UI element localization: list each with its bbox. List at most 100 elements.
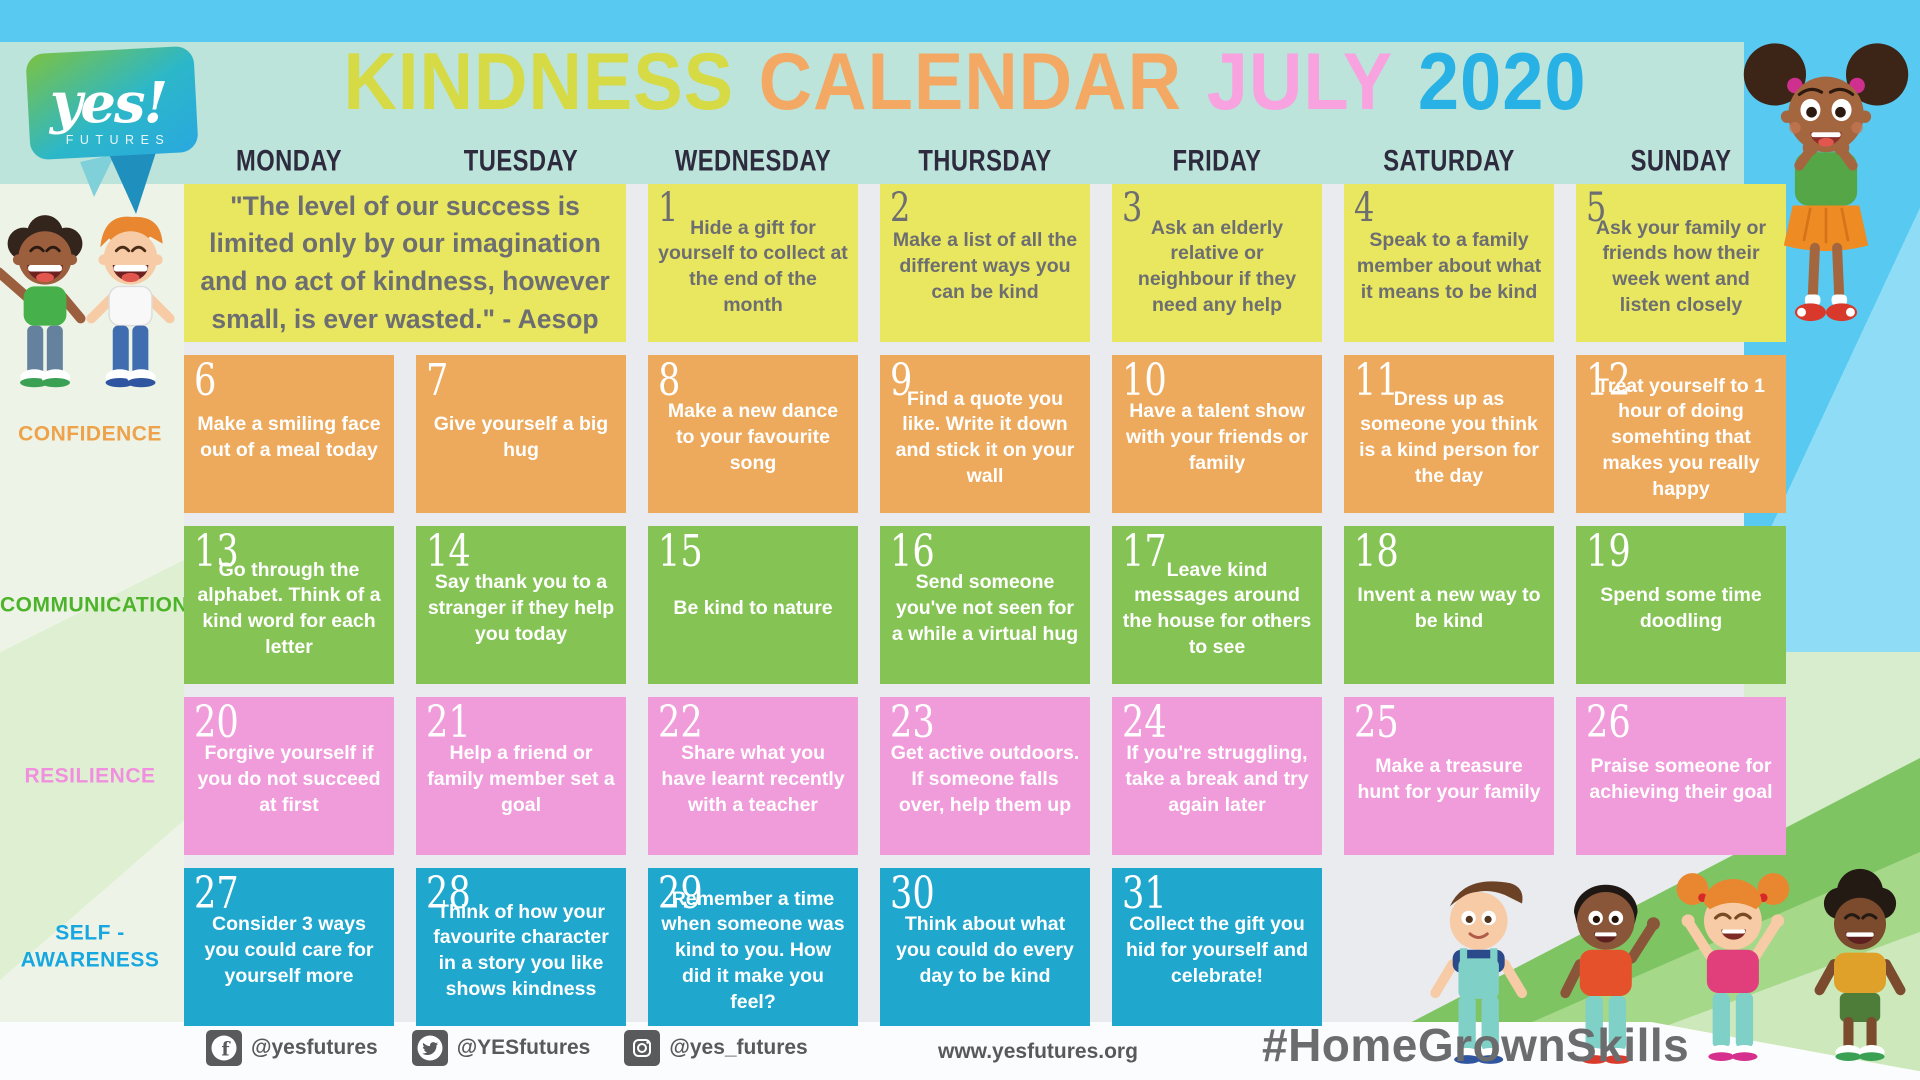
- day-cell-12: 12 Treat yourself to 1 hour of doing some…: [1576, 355, 1786, 513]
- hashtag: #HomeGrownSkills: [1262, 1019, 1690, 1071]
- day-number: 15: [658, 526, 703, 577]
- day-number: 28: [426, 868, 471, 919]
- day-text: Leave kind messages around the house for…: [1122, 558, 1312, 658]
- title-calendar: CALENDAR: [758, 35, 1183, 127]
- day-cell-14: 14 Say thank you to a stranger if they he…: [416, 526, 626, 684]
- day-number: 29: [658, 868, 703, 919]
- weekday-header-row: MONDAY TUESDAY WEDNESDAY THURSDAY FRIDAY SATU…: [184, 144, 1786, 178]
- day-cell-20: 20 Forgive yourself if you do not succeed…: [184, 697, 394, 855]
- day-cell-19: 19 Spend some time doodling: [1576, 526, 1786, 684]
- mint-band: [0, 42, 1920, 184]
- day-text: Give yourself a big hug: [433, 413, 609, 461]
- day-cell-18: 18 Invent a new way to be kind: [1344, 526, 1554, 684]
- title-july: JULY: [1206, 35, 1394, 127]
- logo-tail: [108, 146, 158, 214]
- twitter-handle: @YESfutures: [456, 1036, 591, 1059]
- day-text: Say thank you to a stranger if they help…: [427, 571, 615, 645]
- day-number: 2: [890, 185, 911, 231]
- day-cell-31: 31 Collect the gift you hid for yourself …: [1112, 868, 1322, 1026]
- day-number: 20: [194, 697, 239, 748]
- day-text: Find a quote you like. Write it down and…: [895, 387, 1075, 487]
- day-cell-3: 3 Ask an elderly relative or neighbour if…: [1112, 184, 1322, 342]
- kid-pigtails-girl: [1676, 873, 1790, 1061]
- day-cell-28: 28 Think of how your favourite character …: [416, 868, 626, 1026]
- day-text: Consider 3 ways you could care for yours…: [204, 913, 374, 987]
- day-number: 17: [1122, 526, 1167, 577]
- day-cell-25: 25 Make a treasure hunt for your family: [1344, 697, 1554, 855]
- weekday-sunday: SUNDAY: [1630, 144, 1732, 178]
- page-title: KINDNESS CALENDAR JULY 2020: [329, 34, 1602, 129]
- quote-cell: "The level of our success is limited onl…: [184, 184, 626, 342]
- facebook-icon: f: [206, 1030, 242, 1066]
- day-number: 30: [890, 868, 935, 919]
- day-text: Help a friend or family member set a goa…: [427, 742, 615, 816]
- logo-accent-triangle: [80, 154, 115, 197]
- day-cell-13: 13 Go through the alphabet. Think of a ki…: [184, 526, 394, 684]
- day-text: Speak to a family member about what it m…: [1356, 229, 1542, 303]
- day-cell-5: 5 Ask your family or friends how their we…: [1576, 184, 1786, 342]
- day-cell-30: 30 Think about what you could do every da…: [880, 868, 1090, 1026]
- row-label-confidence: CONFIDENCE: [18, 422, 162, 446]
- day-text: Dress up as someone you think is a kind …: [1359, 387, 1539, 487]
- day-number: 19: [1586, 526, 1631, 577]
- day-number: 21: [426, 697, 471, 748]
- day-number: 16: [890, 526, 935, 577]
- twitter-icon: [411, 1030, 448, 1066]
- logo-yes-text: yes!: [48, 70, 166, 136]
- weekday-saturday: SATURDAY: [1383, 144, 1515, 178]
- day-text: Hide a gift for yourself to collect at t…: [658, 216, 848, 316]
- sky-band: [0, 0, 1920, 42]
- day-text: Be kind to nature: [673, 597, 833, 620]
- day-text: Go through the alphabet. Think of a kind…: [197, 558, 381, 658]
- jumping-kids-illustration: [1430, 868, 1906, 1064]
- weekday-monday: MONDAY: [235, 144, 343, 178]
- footer-social-bar: f @yesfutures @YESfutures @yes_futures: [206, 1030, 842, 1066]
- day-number: 8: [658, 355, 681, 406]
- weekday-wednesday: WEDNESDAY: [674, 144, 832, 178]
- row-label-resilience: RESILIENCE: [24, 764, 156, 788]
- day-text: Invent a new way to be kind: [1357, 584, 1541, 632]
- instagram-social: @yes_futures: [624, 1030, 808, 1066]
- facebook-handle: @yesfutures: [251, 1036, 378, 1059]
- day-text: Remember a time when someone was kind to…: [661, 887, 845, 1013]
- day-number: 3: [1122, 185, 1143, 231]
- facebook-social: f @yesfutures: [206, 1030, 378, 1066]
- day-cell-16: 16 Send someone you've not seen for a whi…: [880, 526, 1090, 684]
- day-number: 6: [194, 355, 217, 406]
- day-cell-2: 2 Make a list of all the different ways y…: [880, 184, 1090, 342]
- logo-futures-text: FUTURES: [66, 133, 171, 147]
- kid-overalls: [1430, 881, 1528, 1064]
- day-cell-11: 11 Dress up as someone you think is a kin…: [1344, 355, 1554, 513]
- twitter-social: @YESfutures: [411, 1030, 591, 1066]
- day-number: 11: [1354, 355, 1399, 406]
- day-cell-26: 26 Praise someone for achieving their goa…: [1576, 697, 1786, 855]
- kid-red-shirt: [1560, 884, 1660, 1064]
- day-cell-23: 23 Get active outdoors. If someone falls …: [880, 697, 1090, 855]
- day-cell-15: 15 Be kind to nature: [648, 526, 858, 684]
- row-label-self-awareness: SELF - AWARENESS: [20, 921, 160, 972]
- logo-bubble: [26, 46, 198, 160]
- title-kindness: KINDNESS: [343, 35, 734, 127]
- day-number: 1: [658, 185, 679, 231]
- calendar-grid: "The level of our success is limited onl…: [184, 184, 1786, 1026]
- title-2020: 2020: [1417, 35, 1587, 127]
- day-text: Praise someone for achieving their goal: [1589, 755, 1773, 803]
- kid-afro-yellow-shirt: [1814, 868, 1906, 1061]
- weekday-friday: FRIDAY: [1172, 144, 1262, 178]
- day-number: 9: [890, 355, 913, 406]
- day-number: 4: [1354, 185, 1375, 231]
- day-text: Make a treasure hunt for your family: [1357, 755, 1541, 803]
- day-cell-21: 21 Help a friend or family member set a g…: [416, 697, 626, 855]
- svg-text:f: f: [221, 1039, 231, 1061]
- weekday-tuesday: TUESDAY: [463, 144, 579, 178]
- day-number: 5: [1586, 185, 1607, 231]
- day-cell-6: 6 Make a smiling face out of a meal today: [184, 355, 394, 513]
- day-text: Ask an elderly relative or neighbour if …: [1137, 216, 1297, 316]
- day-text: Think of how your favourite character in…: [433, 900, 609, 1000]
- day-text: If you're struggling, take a break and t…: [1125, 742, 1309, 816]
- laughing-boys-illustration: [0, 215, 175, 388]
- day-cell-17: 17 Leave kind messages around the house f…: [1112, 526, 1322, 684]
- day-number: 25: [1354, 697, 1399, 748]
- day-cell-4: 4 Speak to a family member about what it …: [1344, 184, 1554, 342]
- day-number: 14: [426, 526, 471, 577]
